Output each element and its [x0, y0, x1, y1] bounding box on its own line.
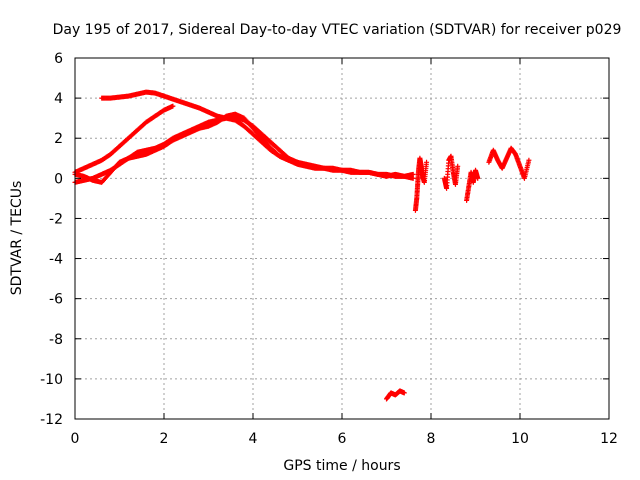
y-tick-label: 0 — [54, 171, 63, 187]
data-point — [410, 171, 416, 177]
y-tick-label: 4 — [54, 91, 63, 107]
x-tick-label: 0 — [71, 431, 80, 447]
data-point — [424, 159, 430, 165]
series-segment-8.9 — [464, 167, 481, 203]
y-tick-label: -12 — [40, 412, 63, 428]
y-tick-label: -10 — [40, 372, 63, 388]
chart-title: Day 195 of 2017, Sidereal Day-to-day VTE… — [53, 22, 622, 38]
x-tick-label: 6 — [338, 431, 347, 447]
data-point — [170, 103, 176, 109]
x-tick-label: 10 — [511, 431, 529, 447]
y-axis-label: SDTVAR / TECUs — [9, 181, 25, 296]
series-segment-8.4 — [441, 153, 461, 191]
x-tick-label: 4 — [249, 431, 258, 447]
y-tick-label: -8 — [49, 332, 63, 348]
x-tick-label: 12 — [600, 431, 618, 447]
series-track-d — [72, 111, 416, 185]
x-tick-label: 8 — [427, 431, 436, 447]
series-track-b — [72, 103, 176, 175]
data-point — [455, 163, 461, 169]
series-outlier-cluster — [384, 388, 407, 402]
y-tick-label: -2 — [49, 211, 63, 227]
y-tick-label: -6 — [49, 292, 63, 308]
data-point — [401, 390, 407, 396]
data-point — [526, 157, 532, 163]
y-tick-label: 6 — [54, 51, 63, 67]
series-segment-9.5-10.2 — [486, 145, 532, 181]
data-points — [72, 89, 532, 402]
axis-ticks: 0 2 4 6 8 10 12 -12 -10 -8 -6 -4 -2 0 2 4 6 — [40, 51, 618, 447]
y-tick-label: -4 — [49, 252, 63, 268]
data-point — [475, 175, 481, 181]
grid — [75, 58, 609, 419]
series-segment-7.7 — [412, 155, 430, 213]
y-tick-label: 2 — [54, 131, 63, 147]
x-axis-label: GPS time / hours — [283, 458, 400, 474]
x-tick-label: 2 — [160, 431, 169, 447]
